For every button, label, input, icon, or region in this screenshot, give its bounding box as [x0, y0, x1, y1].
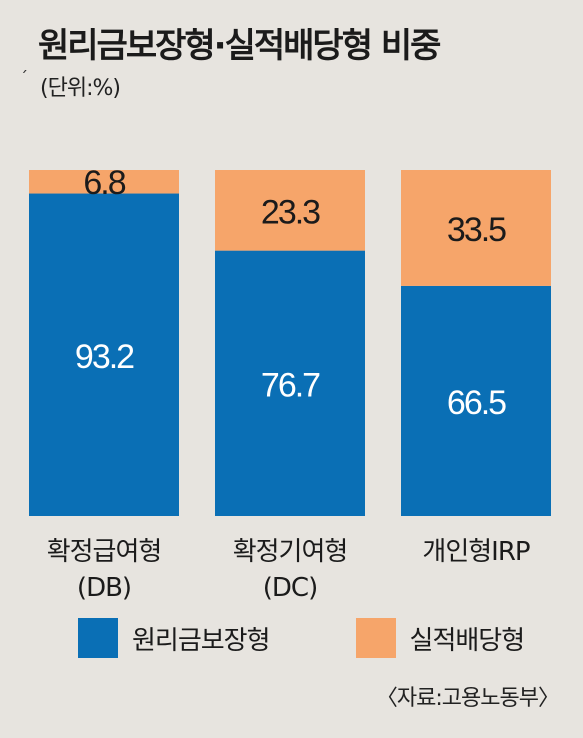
- category-label-1-0: 확정기여형: [233, 537, 348, 567]
- legend-item-performance: 실적배당형: [355, 618, 526, 658]
- bar-segment-guaranteed-0: [29, 193, 179, 516]
- legend-swatch-performance: [355, 618, 396, 658]
- bar-segment-performance-1: [215, 170, 365, 251]
- legend-label-guaranteed: 원리금보장형: [132, 625, 271, 656]
- chart-title: 원리금보장형·실적배당형 비중: [38, 26, 441, 66]
- source-note: 〈자료:고용노동부〉: [375, 686, 560, 711]
- data-label-performance-1: 23.3: [261, 193, 320, 231]
- bar-segment-guaranteed-2: [401, 285, 551, 516]
- legend-item-guaranteed: 원리금보장형: [78, 618, 271, 658]
- unit-label: (단위:%): [40, 76, 121, 101]
- data-label-guaranteed-1: 76.7: [261, 366, 320, 404]
- data-label-guaranteed-0: 93.2: [75, 338, 134, 376]
- legend-label-performance: 실적배당형: [409, 625, 526, 656]
- category-label-1-1: (DC): [263, 573, 317, 603]
- category-label-0-1: (DB): [77, 573, 131, 603]
- chart-legend: 원리금보장형 실적배당형: [78, 618, 583, 658]
- bar-segment-performance-2: [401, 170, 551, 286]
- category-label-0-0: 확정급여형: [47, 537, 162, 567]
- category-label-2-0: 개인형IRP: [422, 537, 529, 567]
- bar-segment-guaranteed-1: [215, 250, 365, 517]
- data-label-guaranteed-2: 66.5: [447, 384, 506, 422]
- decorative-mark: ˊ: [20, 68, 28, 87]
- data-label-performance-2: 33.5: [447, 211, 506, 249]
- legend-swatch-guaranteed: [78, 618, 118, 658]
- data-label-performance-0: 6.8: [83, 164, 125, 202]
- bar-segment-performance-0: [29, 170, 179, 194]
